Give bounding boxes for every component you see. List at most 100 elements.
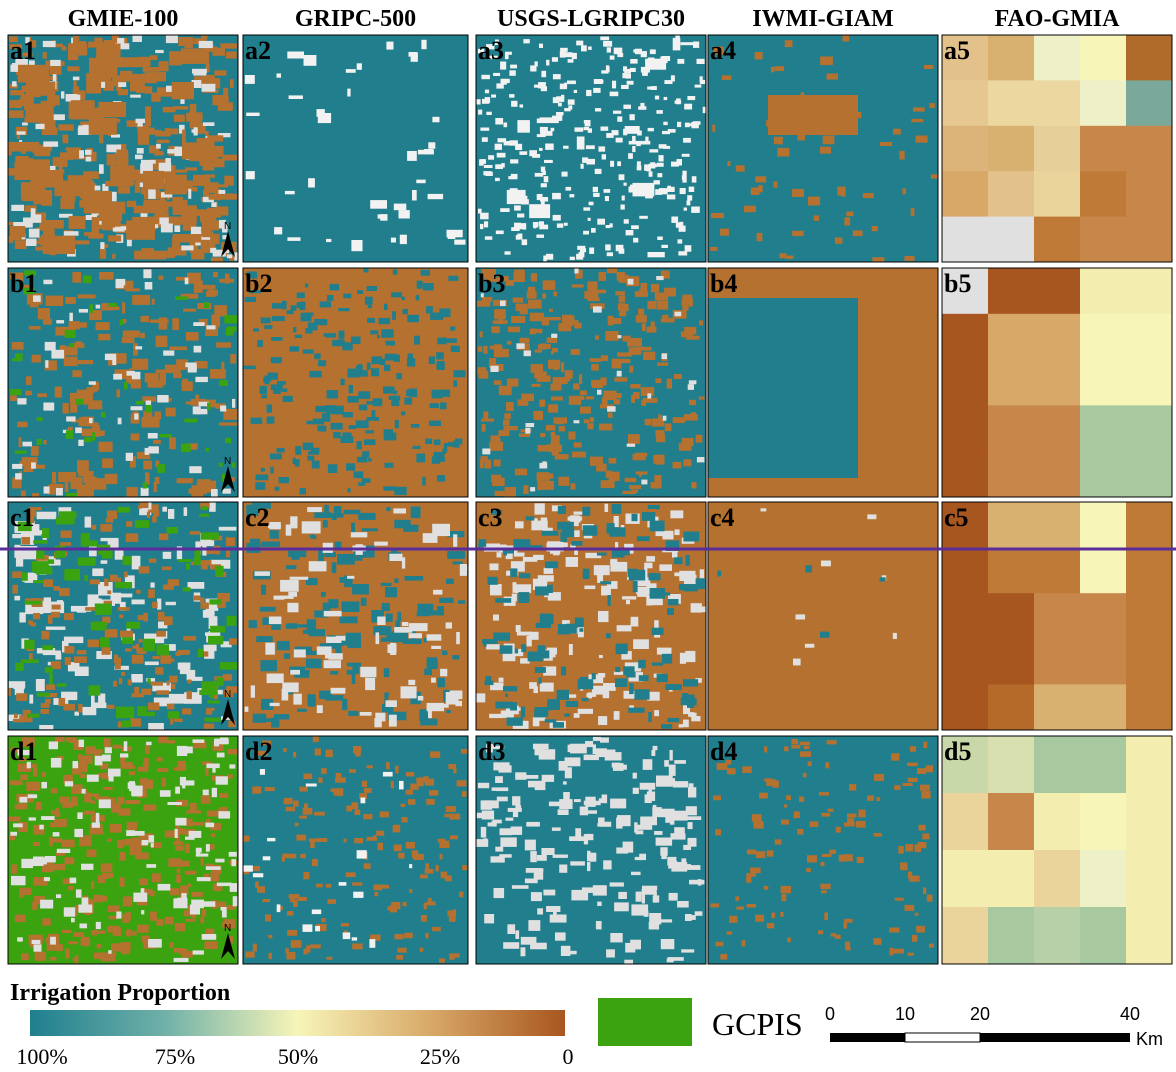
patch [167,527,178,534]
patch [486,112,492,115]
patch [26,239,37,246]
patch [665,684,682,690]
patch [117,57,149,67]
patch [376,632,380,644]
patch [277,73,282,77]
cell [942,684,989,730]
patch [359,405,367,411]
patch [108,769,121,777]
patch [327,957,333,960]
patch [35,952,47,961]
patch [599,272,606,281]
patch [94,953,105,960]
patch [64,357,78,366]
patch [374,885,383,891]
patch [481,419,494,422]
patch [665,817,672,823]
patch [436,352,444,359]
patch [291,940,302,948]
patch [600,581,611,584]
patch [73,77,80,81]
patch [225,438,231,443]
patch [127,487,139,497]
patch [69,321,80,329]
patch [202,84,216,92]
patch [521,947,526,956]
patch [673,38,681,51]
patch [425,779,434,786]
patch [246,113,259,116]
patch [367,363,371,370]
patch [135,852,148,859]
cell [1034,736,1081,794]
patch [169,676,178,683]
patch [33,580,44,583]
patch [310,535,315,539]
patch [79,839,91,847]
patch [382,603,390,611]
patch [828,809,834,812]
cell [988,360,1035,406]
patch [517,214,524,218]
patch [442,651,447,656]
patch [541,86,547,91]
patch [8,817,20,822]
patch [483,800,499,808]
patch [88,400,102,409]
patch [645,419,652,425]
patch [78,905,92,913]
patch [404,398,412,405]
patch [534,411,544,420]
patch [686,555,690,566]
patch [201,795,211,804]
cell [988,171,1035,217]
patch [330,284,340,291]
patch [165,175,187,195]
patch [891,753,899,761]
cell [1034,451,1081,497]
patch [457,780,467,786]
patch [64,907,75,916]
patch [17,422,27,428]
patch [340,616,358,623]
patch [401,297,405,300]
patch [321,918,325,922]
patch [626,672,635,677]
patch [908,778,918,782]
patch [805,644,814,648]
cell [988,126,1035,172]
patch [148,433,158,439]
patch [339,882,347,886]
patch [12,464,22,469]
cell [1080,907,1127,965]
patch [583,231,589,235]
patch [684,208,687,211]
patch [76,889,82,897]
patch [125,912,130,920]
patch [568,517,583,521]
patch [536,235,544,238]
patch [123,896,132,906]
patch [33,190,52,204]
patch [441,872,448,879]
patch [336,636,346,641]
patch [523,39,529,43]
patch [243,836,249,842]
patch [385,341,395,346]
patch [807,855,817,862]
patch [202,909,207,916]
patch [570,861,585,865]
patch [757,233,763,241]
patch [541,848,554,855]
patch [431,678,436,683]
patch [540,683,554,692]
patch [663,122,667,125]
patch [17,803,27,807]
patch [121,720,131,727]
patch [617,625,632,631]
patch [676,223,681,228]
patch [92,568,103,576]
patch [108,235,121,241]
patch [34,944,42,951]
patch [428,707,432,719]
